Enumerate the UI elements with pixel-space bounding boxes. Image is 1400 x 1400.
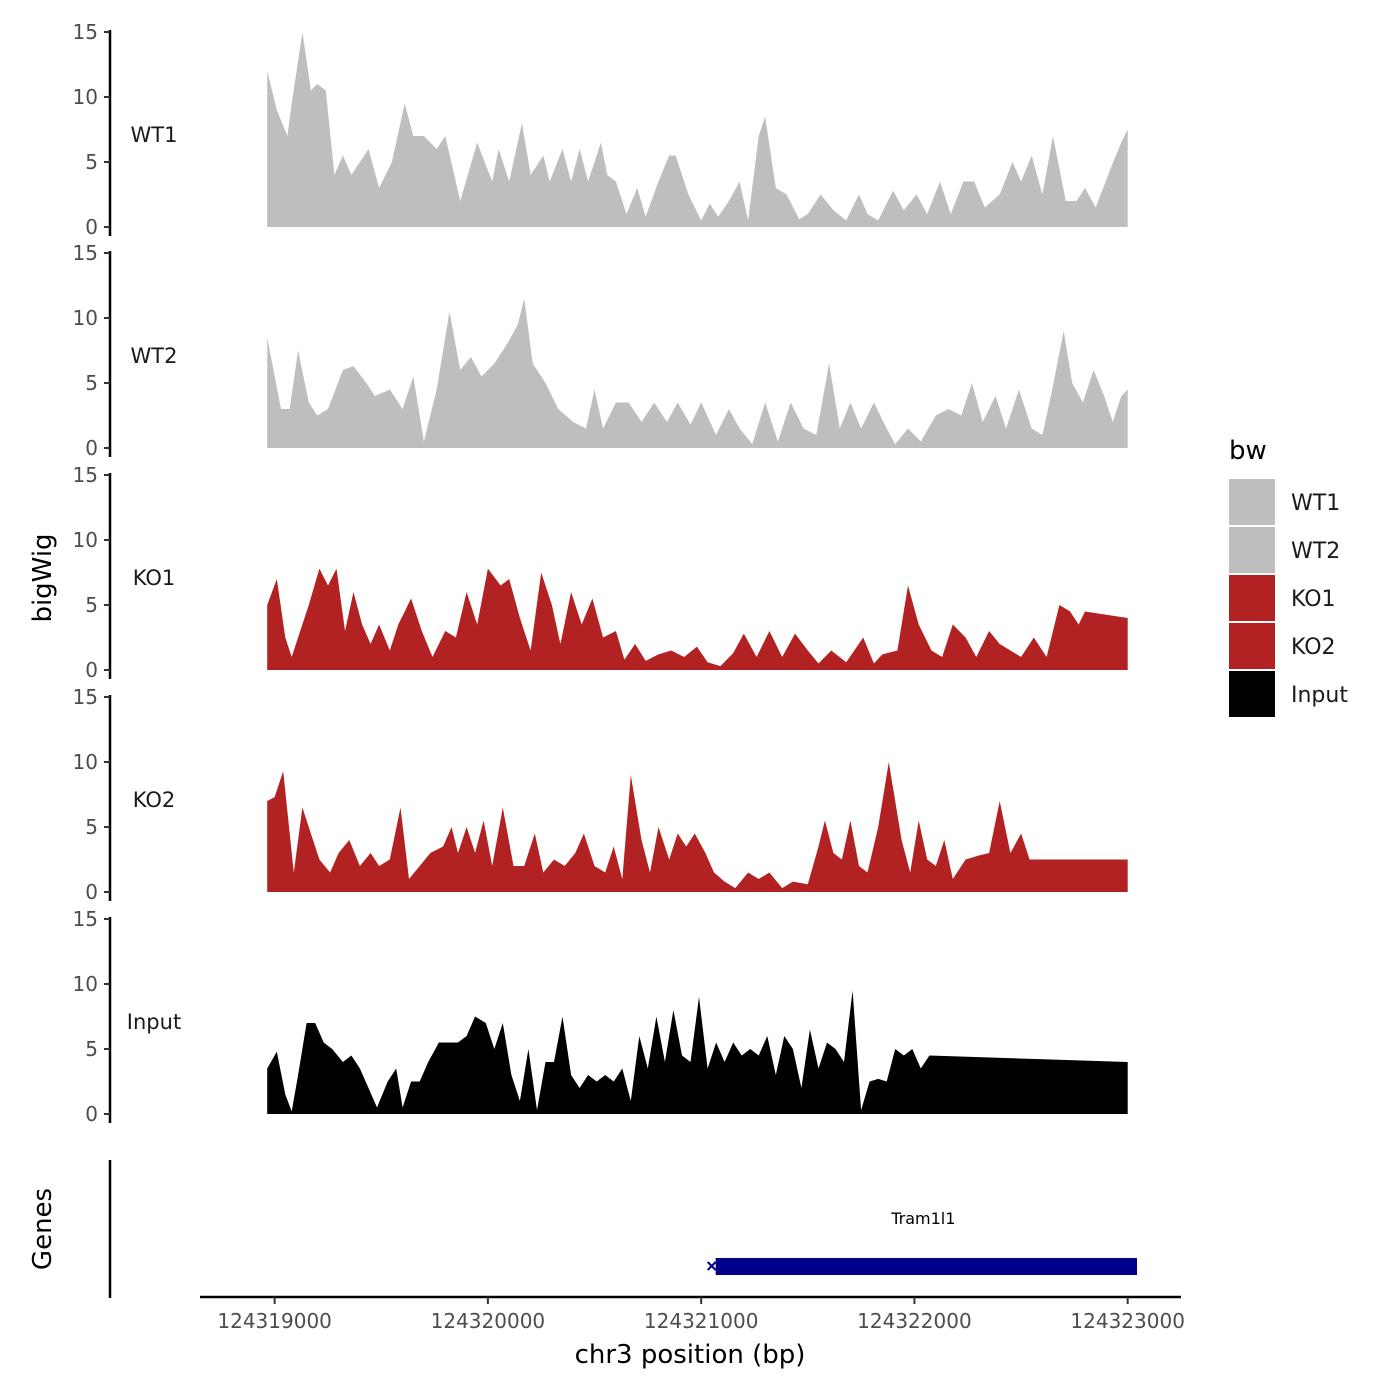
- legend-entry-wt1: WT1: [1229, 479, 1340, 525]
- x-tick-label: 124320000: [431, 1309, 546, 1333]
- y-tick-label: 0: [85, 1102, 98, 1126]
- y-tick-label: 10: [73, 306, 98, 330]
- track-ko2: 0 5 10 15 KO2: [73, 685, 1128, 904]
- strand-marker: [706, 1261, 717, 1271]
- gene-panel: Tram1l1: [108, 1160, 1137, 1298]
- y-tick-label: 0: [85, 658, 98, 682]
- track-input: 0 5 10 15 Input: [73, 907, 1128, 1126]
- track-label-input: Input: [127, 1010, 181, 1034]
- x-axis: 124319000 124320000 124321000 124322000 1243…: [200, 1295, 1185, 1333]
- signal-tracks: 0 5 10 15 WT1 0 5 10 15 WT2 0 5 10 15 KO1 0 5 10 15 KO2 0 5 10…: [73, 20, 1128, 1126]
- track-label-ko2: KO2: [133, 788, 176, 812]
- track-ko1: 0 5 10 15 KO1: [73, 463, 1128, 682]
- legend-entry-wt2: WT2: [1229, 527, 1340, 573]
- y-tick-label: 15: [73, 685, 98, 709]
- track-label-wt1: WT1: [131, 123, 178, 147]
- legend-label: Input: [1291, 683, 1348, 708]
- track-wt1: 0 5 10 15 WT1: [73, 20, 1128, 239]
- y-axis-title: bigWig: [28, 533, 58, 622]
- legend-swatch: [1229, 671, 1275, 717]
- legend-swatch: [1229, 623, 1275, 669]
- legend-label: KO1: [1291, 587, 1336, 612]
- legend: bw WT1 WT2 KO1 KO2 Input: [1229, 436, 1348, 717]
- legend-label: WT1: [1291, 491, 1340, 516]
- y-tick-label: 10: [73, 972, 98, 996]
- legend-entry-ko1: KO1: [1229, 575, 1336, 621]
- legend-entry-ko2: KO2: [1229, 623, 1336, 669]
- area-wt2: [267, 298, 1128, 448]
- x-tick-label: 124321000: [644, 1309, 759, 1333]
- gene-tram1l1: Tram1l1: [706, 1209, 1137, 1275]
- y-tick-label: 10: [73, 85, 98, 109]
- legend-label: WT2: [1291, 539, 1340, 564]
- y-tick-label: 10: [73, 750, 98, 774]
- y-tick-label: 5: [85, 815, 98, 839]
- y-tick-label: 5: [85, 371, 98, 395]
- y-tick-label: 15: [73, 241, 98, 265]
- y-tick-label: 0: [85, 215, 98, 239]
- area-ko1: [267, 568, 1128, 670]
- y-tick-label: 5: [85, 1037, 98, 1061]
- y-tick-label: 5: [85, 593, 98, 617]
- area-input: [267, 990, 1128, 1114]
- area-wt1: [267, 32, 1128, 227]
- track-label-wt2: WT2: [131, 344, 178, 368]
- y-tick-label: 15: [73, 20, 98, 44]
- x-tick-label: 124319000: [217, 1309, 332, 1333]
- legend-label: KO2: [1291, 635, 1336, 660]
- track-label-ko1: KO1: [133, 566, 176, 590]
- area-ko2: [267, 762, 1128, 892]
- track-wt2: 0 5 10 15 WT2: [73, 241, 1128, 460]
- legend-title: bw: [1229, 436, 1267, 466]
- y-tick-label: 15: [73, 463, 98, 487]
- gene-label: Tram1l1: [890, 1209, 955, 1228]
- legend-swatch: [1229, 527, 1275, 573]
- x-axis-title: chr3 position (bp): [575, 1340, 806, 1370]
- y-tick-label: 10: [73, 528, 98, 552]
- legend-swatch: [1229, 575, 1275, 621]
- x-tick-label: 124323000: [1070, 1309, 1185, 1333]
- gene-body: [715, 1258, 1137, 1275]
- y-tick-label: 15: [73, 907, 98, 931]
- y-tick-label: 0: [85, 880, 98, 904]
- y-tick-label: 0: [85, 436, 98, 460]
- legend-entry-input: Input: [1229, 671, 1348, 717]
- x-tick-label: 124322000: [857, 1309, 972, 1333]
- legend-swatch: [1229, 479, 1275, 525]
- gene-panel-title: Genes: [28, 1188, 58, 1270]
- y-tick-label: 5: [85, 150, 98, 174]
